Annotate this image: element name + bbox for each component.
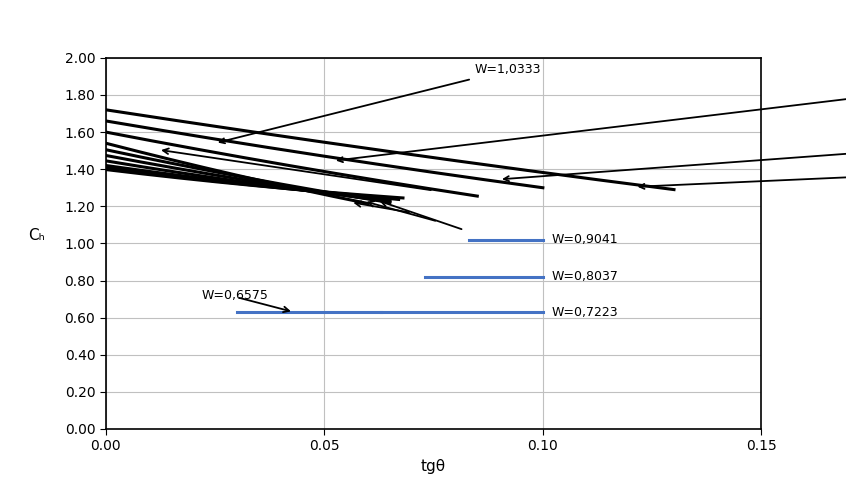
Y-axis label: Cₕ: Cₕ <box>28 228 45 243</box>
Text: W=1,8082: W=1,8082 <box>640 79 846 189</box>
Text: W=1,2055: W=1,2055 <box>338 64 846 162</box>
Text: W=0,6575: W=0,6575 <box>202 289 269 302</box>
Text: W=0,9041: W=0,9041 <box>552 233 618 246</box>
Text: W=0,8037: W=0,8037 <box>552 270 618 283</box>
Text: W=1,0333: W=1,0333 <box>220 64 541 143</box>
Text: W=1,4466: W=1,4466 <box>504 64 846 181</box>
X-axis label: tgθ: tgθ <box>421 459 446 474</box>
Text: W=0,7223: W=0,7223 <box>552 306 618 319</box>
